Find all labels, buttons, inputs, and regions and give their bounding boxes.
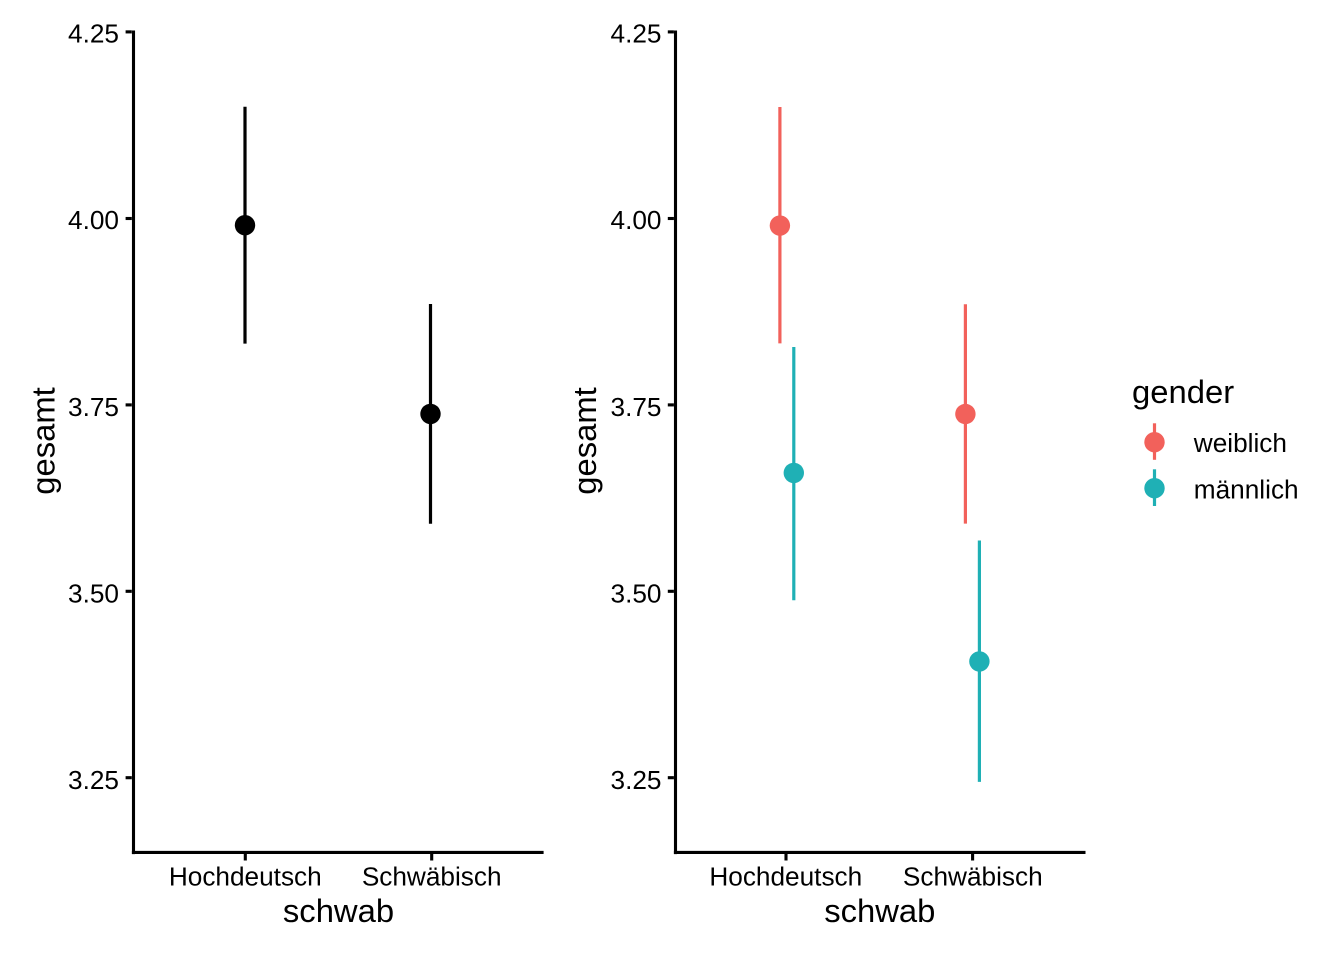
svg-text:3.25: 3.25	[68, 765, 119, 795]
svg-text:3.25: 3.25	[611, 765, 662, 795]
svg-text:4.25: 4.25	[611, 18, 662, 48]
svg-text:Schwäbisch: Schwäbisch	[362, 862, 502, 892]
svg-text:weiblich: weiblich	[1193, 428, 1287, 458]
svg-text:schwab: schwab	[283, 892, 394, 929]
svg-text:3.50: 3.50	[611, 578, 662, 608]
svg-text:Hochdeutsch: Hochdeutsch	[169, 862, 322, 892]
svg-text:3.75: 3.75	[68, 392, 119, 422]
svg-text:3.50: 3.50	[68, 578, 119, 608]
svg-text:schwab: schwab	[824, 892, 935, 929]
svg-text:gesamt: gesamt	[566, 387, 603, 495]
svg-text:3.75: 3.75	[611, 392, 662, 422]
svg-text:gender: gender	[1132, 373, 1234, 410]
svg-text:4.00: 4.00	[611, 205, 662, 235]
svg-text:Schwäbisch: Schwäbisch	[903, 862, 1043, 892]
svg-text:Hochdeutsch: Hochdeutsch	[709, 862, 862, 892]
svg-text:männlich: männlich	[1194, 474, 1299, 504]
svg-text:4.00: 4.00	[68, 205, 119, 235]
svg-text:4.25: 4.25	[68, 18, 119, 48]
svg-text:gesamt: gesamt	[25, 387, 62, 495]
